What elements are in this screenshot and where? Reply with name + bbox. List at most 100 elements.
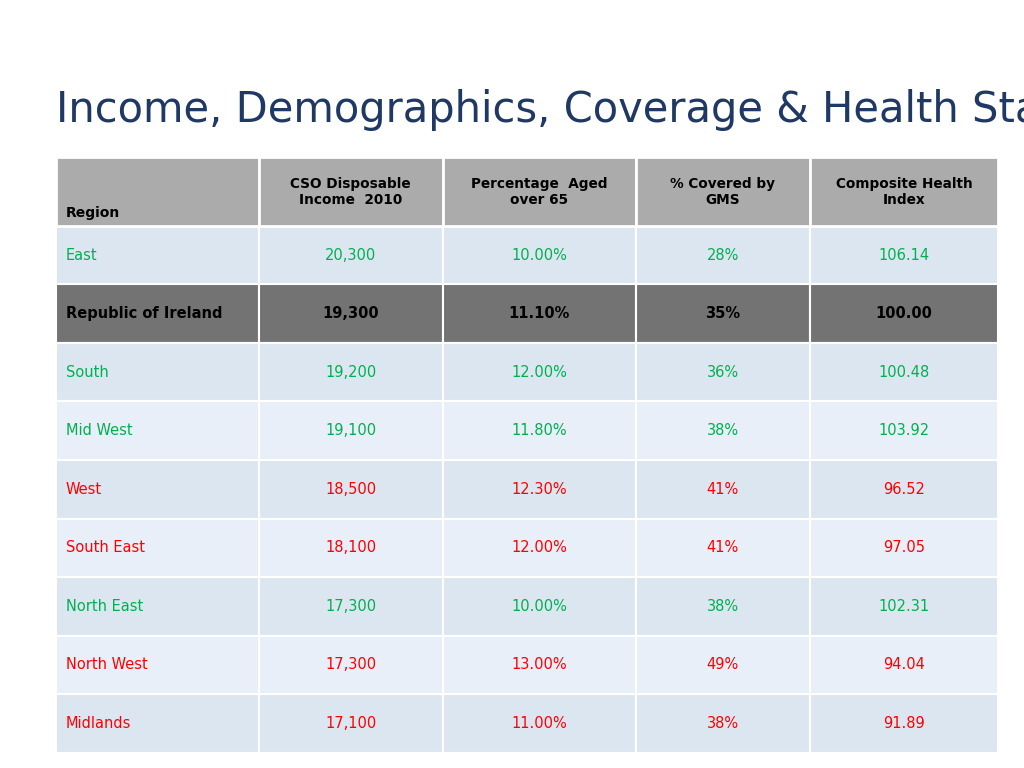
Bar (442, 284, 636, 343)
Text: 18,100: 18,100 (326, 541, 376, 555)
Bar (442, 577, 636, 636)
Bar (810, 343, 998, 402)
Text: 102.31: 102.31 (879, 599, 930, 614)
Bar (810, 284, 998, 343)
Text: North West: North West (66, 657, 147, 672)
Bar (56, 343, 259, 402)
Text: 10.00%: 10.00% (511, 247, 567, 263)
Text: CSO Disposable
Income  2010: CSO Disposable Income 2010 (291, 177, 411, 207)
Bar (810, 226, 998, 284)
Text: 38%: 38% (707, 423, 739, 439)
Bar (259, 577, 442, 636)
Bar (259, 284, 442, 343)
Bar (442, 402, 636, 460)
Bar (442, 157, 636, 226)
Text: 11.80%: 11.80% (511, 423, 567, 439)
Text: 106.14: 106.14 (879, 247, 930, 263)
Bar (442, 518, 636, 577)
Bar (810, 460, 998, 518)
Text: Income, Demographics, Coverage & Health Status: Income, Demographics, Coverage & Health … (56, 89, 1024, 131)
Bar (259, 157, 442, 226)
Text: South East: South East (66, 541, 144, 555)
Text: 11.00%: 11.00% (511, 716, 567, 731)
Bar (259, 226, 442, 284)
Bar (636, 636, 810, 694)
Text: 20,300: 20,300 (325, 247, 377, 263)
Bar (259, 636, 442, 694)
Text: South: South (66, 365, 109, 379)
Text: 100.00: 100.00 (876, 306, 933, 321)
Bar (636, 518, 810, 577)
Text: 35%: 35% (706, 306, 740, 321)
Bar (56, 460, 259, 518)
Text: 91.89: 91.89 (884, 716, 925, 731)
Bar (56, 636, 259, 694)
Bar (56, 284, 259, 343)
Bar (442, 460, 636, 518)
Text: 19,300: 19,300 (323, 306, 379, 321)
Text: East: East (66, 247, 97, 263)
Text: 38%: 38% (707, 599, 739, 614)
Text: 36%: 36% (707, 365, 739, 379)
Text: 17,300: 17,300 (326, 599, 376, 614)
Text: 103.92: 103.92 (879, 423, 930, 439)
Bar (259, 343, 442, 402)
Bar (636, 402, 810, 460)
Bar (810, 636, 998, 694)
Text: 38%: 38% (707, 716, 739, 731)
Bar (810, 518, 998, 577)
Bar (636, 694, 810, 753)
Text: 100.48: 100.48 (879, 365, 930, 379)
Bar (442, 226, 636, 284)
Bar (56, 226, 259, 284)
Text: West: West (66, 482, 101, 497)
Text: 94.04: 94.04 (884, 657, 925, 672)
Text: 49%: 49% (707, 657, 739, 672)
Text: 18,500: 18,500 (326, 482, 376, 497)
Bar (810, 694, 998, 753)
Text: 96.52: 96.52 (884, 482, 925, 497)
Bar (636, 157, 810, 226)
Bar (810, 402, 998, 460)
Bar (56, 157, 259, 226)
Text: 12.00%: 12.00% (511, 541, 567, 555)
Bar (259, 518, 442, 577)
Text: Republic of Ireland: Republic of Ireland (66, 306, 222, 321)
Text: Composite Health
Index: Composite Health Index (836, 177, 973, 207)
Bar (636, 460, 810, 518)
Bar (56, 694, 259, 753)
Text: Region: Region (66, 206, 120, 220)
Bar (636, 284, 810, 343)
Bar (810, 577, 998, 636)
Bar (56, 402, 259, 460)
Text: 19,200: 19,200 (325, 365, 377, 379)
Bar (442, 636, 636, 694)
Bar (259, 402, 442, 460)
Bar (56, 577, 259, 636)
Bar (56, 518, 259, 577)
Text: 97.05: 97.05 (883, 541, 926, 555)
Bar (259, 694, 442, 753)
Bar (636, 577, 810, 636)
Text: % Covered by
GMS: % Covered by GMS (671, 177, 775, 207)
Bar (636, 226, 810, 284)
Text: 12.30%: 12.30% (511, 482, 567, 497)
Text: 41%: 41% (707, 541, 739, 555)
Text: Midlands: Midlands (66, 716, 131, 731)
Text: Mid West: Mid West (66, 423, 132, 439)
Text: 28%: 28% (707, 247, 739, 263)
Bar (442, 694, 636, 753)
Text: 11.10%: 11.10% (509, 306, 569, 321)
Bar (442, 343, 636, 402)
Text: 10.00%: 10.00% (511, 599, 567, 614)
Text: 17,300: 17,300 (326, 657, 376, 672)
Text: 19,100: 19,100 (326, 423, 376, 439)
Bar (810, 157, 998, 226)
Text: 17,100: 17,100 (325, 716, 377, 731)
Text: 12.00%: 12.00% (511, 365, 567, 379)
Text: 41%: 41% (707, 482, 739, 497)
Text: 13.00%: 13.00% (511, 657, 567, 672)
Text: North East: North East (66, 599, 143, 614)
Bar (636, 343, 810, 402)
Text: Percentage  Aged
over 65: Percentage Aged over 65 (471, 177, 607, 207)
